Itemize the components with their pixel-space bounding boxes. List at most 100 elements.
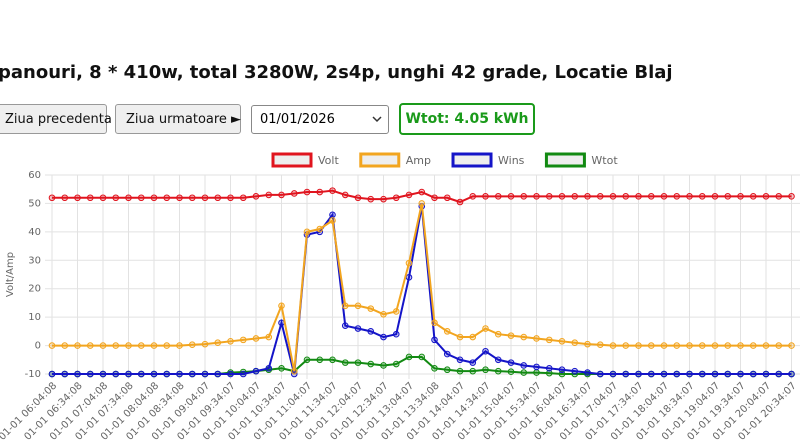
data-point bbox=[711, 342, 719, 349]
data-point bbox=[520, 333, 528, 341]
data-point bbox=[737, 370, 744, 378]
data-point bbox=[596, 341, 604, 349]
data-point bbox=[609, 370, 617, 378]
data-point bbox=[48, 342, 56, 349]
data-point bbox=[673, 193, 681, 200]
data-point bbox=[112, 342, 120, 349]
y-tick-label: 40 bbox=[28, 227, 41, 238]
data-point bbox=[660, 342, 668, 349]
data-point bbox=[265, 333, 273, 341]
data-point bbox=[112, 194, 120, 202]
data-point bbox=[380, 333, 387, 341]
data-point bbox=[647, 193, 655, 200]
data-point bbox=[367, 195, 375, 203]
data-point bbox=[469, 359, 477, 366]
data-point bbox=[354, 359, 362, 366]
data-point bbox=[418, 200, 426, 207]
data-point bbox=[431, 336, 438, 344]
data-point bbox=[571, 339, 579, 347]
data-point bbox=[635, 370, 642, 378]
data-point bbox=[303, 188, 311, 196]
data-point bbox=[354, 325, 362, 332]
data-point bbox=[698, 193, 706, 200]
data-point bbox=[392, 308, 400, 315]
data-point bbox=[545, 369, 553, 377]
y-tick-label: 30 bbox=[28, 255, 41, 266]
data-point bbox=[367, 328, 375, 335]
legend-label: Wins bbox=[498, 154, 525, 167]
data-point bbox=[214, 194, 222, 202]
data-point bbox=[405, 274, 413, 281]
data-point bbox=[469, 333, 477, 341]
data-point bbox=[724, 370, 732, 378]
data-point bbox=[698, 370, 706, 378]
data-point bbox=[622, 342, 630, 349]
data-point bbox=[507, 368, 515, 376]
data-point bbox=[622, 193, 630, 200]
data-point bbox=[74, 370, 81, 378]
data-point bbox=[507, 193, 515, 200]
data-point bbox=[163, 194, 171, 202]
data-point bbox=[99, 342, 107, 349]
data-point bbox=[341, 322, 349, 329]
legend-label: Wtot bbox=[591, 154, 618, 167]
data-point bbox=[686, 193, 693, 200]
data-point bbox=[176, 194, 183, 202]
series-line bbox=[52, 203, 792, 372]
data-point bbox=[686, 370, 693, 378]
data-point bbox=[494, 367, 502, 375]
data-point bbox=[609, 193, 617, 200]
data-point bbox=[533, 193, 540, 200]
data-point bbox=[749, 370, 757, 378]
data-point bbox=[214, 370, 222, 378]
data-point bbox=[125, 194, 132, 202]
data-point bbox=[443, 366, 451, 374]
data-point bbox=[660, 370, 668, 378]
data-point bbox=[227, 338, 234, 345]
data-point bbox=[48, 194, 56, 202]
data-point bbox=[520, 369, 528, 376]
data-point bbox=[201, 194, 209, 202]
data-point bbox=[303, 356, 311, 364]
date-select[interactable]: 01/01/2026 bbox=[251, 105, 389, 134]
data-point bbox=[367, 305, 375, 312]
data-point bbox=[596, 193, 604, 200]
data-point bbox=[137, 370, 145, 378]
data-point bbox=[533, 363, 540, 371]
next-day-button[interactable]: Ziua urmatoare ► bbox=[115, 104, 241, 134]
data-point bbox=[316, 225, 324, 233]
data-point bbox=[227, 194, 234, 202]
data-point bbox=[316, 356, 324, 364]
data-point bbox=[188, 194, 196, 202]
data-point bbox=[380, 362, 387, 369]
data-point bbox=[494, 193, 502, 200]
data-point bbox=[469, 193, 477, 200]
data-point bbox=[558, 366, 566, 374]
legend-swatch bbox=[544, 152, 586, 168]
data-point bbox=[239, 336, 247, 344]
data-point bbox=[584, 193, 591, 200]
data-point bbox=[329, 187, 336, 194]
chevron bbox=[372, 116, 382, 123]
data-point bbox=[698, 342, 706, 349]
data-point bbox=[99, 194, 107, 202]
y-tick-label: -10 bbox=[25, 369, 41, 380]
data-point bbox=[482, 193, 489, 200]
data-point bbox=[418, 188, 426, 196]
data-point bbox=[125, 370, 132, 378]
data-point bbox=[431, 319, 438, 327]
data-point bbox=[239, 370, 247, 378]
legend-swatch bbox=[451, 152, 493, 168]
data-point bbox=[201, 340, 209, 348]
data-point bbox=[163, 342, 171, 349]
data-point bbox=[545, 336, 553, 344]
data-point bbox=[48, 370, 56, 378]
data-point bbox=[724, 342, 732, 349]
data-point bbox=[86, 342, 94, 349]
data-point bbox=[584, 340, 591, 348]
data-point bbox=[367, 360, 375, 368]
data-point bbox=[99, 370, 107, 378]
total-energy: Wtot: 4.05 kWh bbox=[399, 103, 535, 135]
prev-day-button[interactable]: Ziua precedenta bbox=[0, 104, 112, 134]
